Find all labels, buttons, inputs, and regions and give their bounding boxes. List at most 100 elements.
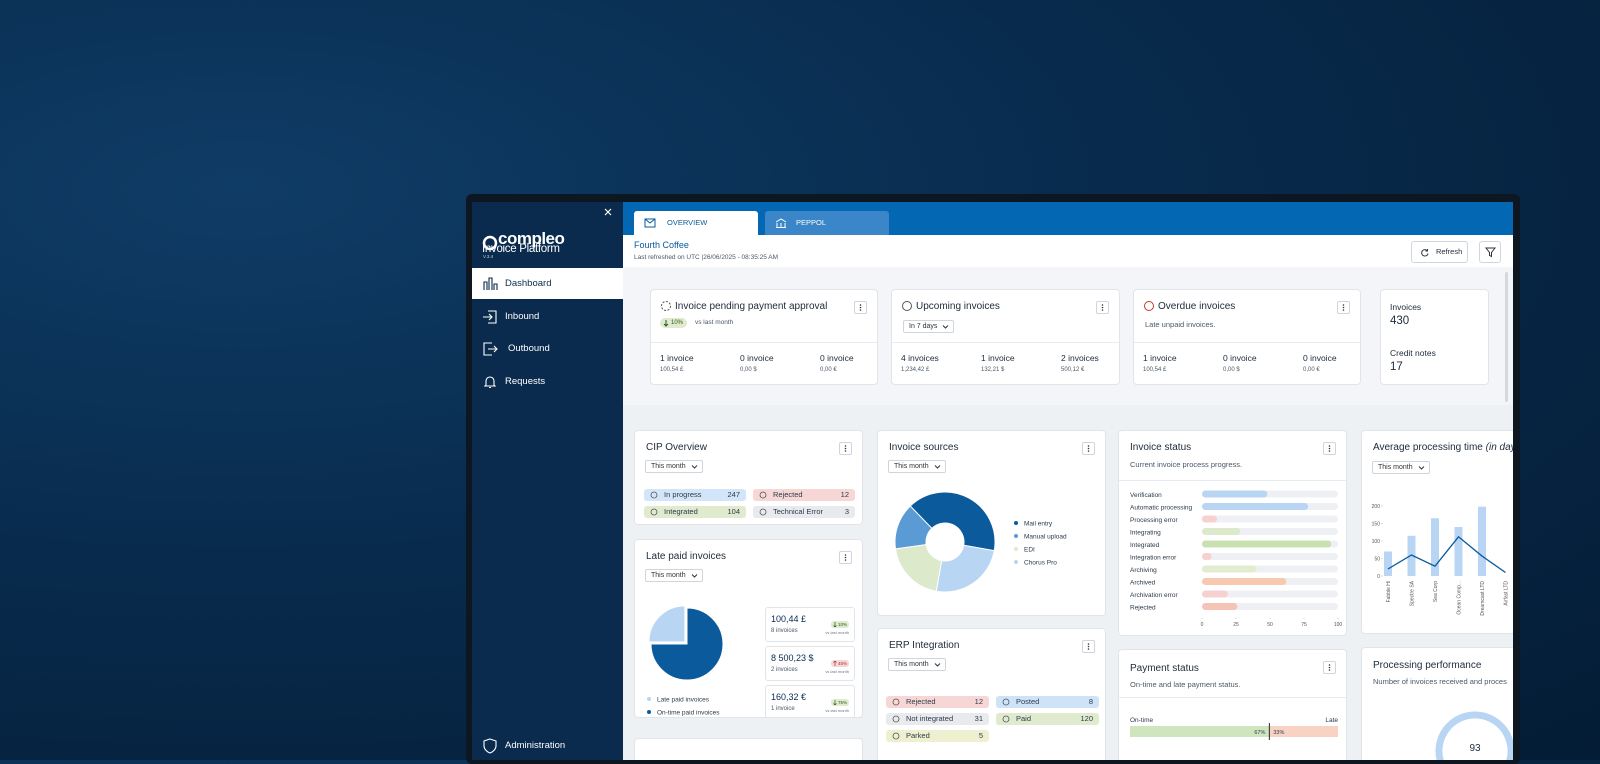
item-count: 0 invoice [1223,353,1257,363]
performance-card: Processing performance Number of invoices… [1361,647,1513,760]
version: V.3.4 [483,254,494,259]
menu-button[interactable] [1323,442,1336,455]
change-value: 10% [671,320,684,326]
product: Invoice Platform [482,243,560,255]
brand: compleo [498,229,565,248]
legend-dot [1014,521,1018,525]
chart [934,465,940,469]
pill-value: 12 [974,697,983,706]
change-note: vs last month [825,630,849,635]
item-count: 0 invoice [1303,353,1337,363]
x-tick-label: Ocean Comp... [1457,581,1463,615]
menu-dot [859,304,862,306]
legend-label: Late paid invoices [657,697,710,704]
header [623,235,1513,267]
menu-button[interactable] [1096,301,1109,314]
legend-label: Mail entry [1024,521,1053,528]
pill-label: Parked [906,731,930,740]
nav-item[interactable]: Requests [472,366,623,397]
legend-dot [1014,560,1018,564]
category-label: On-time [1130,717,1154,724]
chart [892,732,900,740]
chart [759,508,767,516]
divider [1119,480,1346,481]
menu-button[interactable] [839,442,852,455]
gauge-ring [1435,711,1513,760]
dropdown-label: This month [1378,464,1413,471]
menu-button[interactable] [839,551,852,564]
x-tick-label: 0 [1201,622,1204,628]
main-area: OVERVIEW PEPPOL Fourth Coffee Last refre… [623,202,1513,760]
slice [894,544,943,592]
close-icon[interactable] [603,207,613,217]
bar [1202,490,1268,498]
divider [1134,342,1360,343]
dropdown[interactable]: This month [888,460,946,473]
nav-item[interactable]: Inbound [472,301,623,332]
menu-button[interactable] [1323,661,1336,674]
nav-icon [483,342,498,356]
refreshed: Last refreshed on UTC |26/06/2025 - 08:3… [634,254,779,261]
chart [844,445,847,452]
dropdown[interactable]: This month [645,569,703,582]
category-label: Verification [1130,492,1162,499]
card-subtitle: Current invoice process progress. [1130,460,1243,469]
chart [1328,445,1331,452]
value-label: 33% [1273,730,1284,736]
slice [935,544,995,593]
nav-item[interactable]: Administration [472,730,623,760]
card-title: CIP Overview [646,442,707,453]
chevron [934,465,940,469]
total-value: 17 [1390,361,1403,373]
tab[interactable]: PEPPOL [765,211,889,235]
x-tick-label: 50 [1267,622,1273,628]
nav-icon [483,738,497,754]
menu-button[interactable] [1082,442,1095,455]
legend-dot [1014,534,1018,538]
change-note: vs last month [825,708,849,713]
pill-icon [1002,698,1010,706]
nav-item[interactable]: Outbound [472,333,623,364]
menu-button[interactable] [1337,301,1350,314]
pill-label: Integrated [664,507,698,516]
bar [1407,535,1416,576]
dropdown[interactable]: This month [888,658,946,671]
logo-icon [482,235,498,251]
tab-icon [644,218,656,228]
item-count: 4 invoices [901,353,939,363]
item-count: 0 invoice [820,353,854,363]
pill-label: Not integrated [906,714,954,723]
dropdown[interactable]: This month [1372,461,1430,474]
chart: Late paid invoices On-time paid invoices [647,605,724,717]
bar-track [1202,515,1338,523]
count: 1 invoice [771,706,795,712]
category-label: Integration error [1130,555,1177,562]
filter-button[interactable] [1479,241,1501,263]
chart [943,325,949,329]
kpi-card: Upcoming invoices 4 invoices 1,234,42 £ 1 i… [891,289,1120,385]
chart [661,301,671,311]
dropdown[interactable]: This month [645,460,703,473]
category-label: Automatic processing [1130,505,1193,512]
pill-value: 104 [727,507,740,516]
menu-dot [1101,306,1104,309]
dropdown[interactable]: In 7 days [903,320,955,333]
tab[interactable]: OVERVIEW [634,211,758,235]
menu-button[interactable] [854,301,867,314]
legend-dot [647,710,651,714]
refresh-label: Refresh [1436,247,1463,256]
bar-track [1202,553,1338,560]
x-tick-label: Fabble Hi [1386,581,1392,602]
amount-card: 100,44 £ 8 invoices 10% vs last month [765,607,855,642]
nav-item[interactable]: Dashboard [472,268,623,299]
pill-icon [650,491,658,499]
menu-dot [1328,669,1331,671]
menu-dot [844,450,847,452]
menu-button[interactable] [1082,640,1095,653]
refresh-button[interactable]: Refresh [1411,241,1468,263]
item-count: 1 invoice [981,353,1015,363]
chart [1002,715,1010,723]
pill-icon [892,698,900,706]
chart [1087,445,1090,452]
menu-dot [844,554,847,556]
